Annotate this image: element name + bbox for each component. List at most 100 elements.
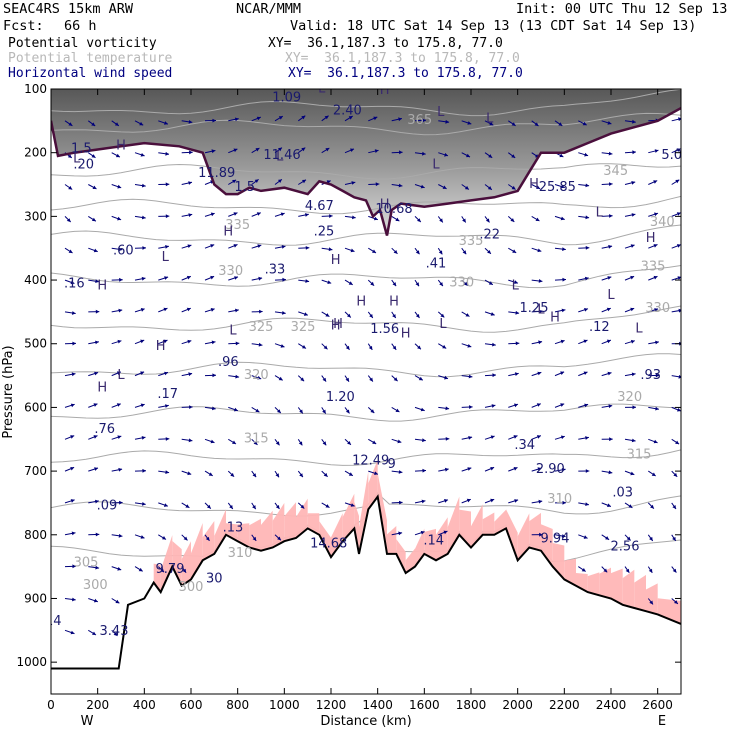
extremum-marker: H <box>401 326 411 341</box>
wind-arrowhead <box>444 375 448 380</box>
wind-arrowhead <box>162 536 166 540</box>
shaded-fill-patch <box>436 517 448 561</box>
wind-arrowhead <box>675 440 680 445</box>
wind-arrowhead <box>585 183 590 188</box>
wind-arrowhead <box>651 472 656 476</box>
theta-contour <box>51 195 681 215</box>
contour-value-label: .96 <box>218 355 239 370</box>
wind-arrowhead <box>235 308 239 313</box>
wind-arrowhead <box>211 149 216 154</box>
wind-arrowhead <box>510 218 515 222</box>
wind-arrowhead <box>583 535 588 539</box>
wind-arrowhead <box>212 373 216 378</box>
wind-arrowhead <box>119 500 123 505</box>
wind-arrowhead <box>165 151 169 156</box>
theta-label: 345 <box>603 164 628 179</box>
wind-arrowhead <box>536 435 541 439</box>
shaded-fill-patch <box>541 524 553 567</box>
wind-arrowhead <box>118 308 123 313</box>
wind-arrowhead <box>93 248 98 253</box>
wind-arrowhead <box>536 403 541 407</box>
contour-value-label: .03 <box>612 486 633 501</box>
contour-value-label: 2.40 <box>333 104 362 119</box>
wind-arrowhead <box>275 473 279 478</box>
theta-label: 310 <box>228 546 253 561</box>
forecast-hours: 66 h <box>64 18 97 34</box>
theta-label: 340 <box>650 215 675 230</box>
wind-arrowhead <box>438 250 443 255</box>
contour-value-label: 2.90 <box>536 462 565 477</box>
wind-arrowhead <box>257 244 262 248</box>
wind-arrowhead <box>442 344 447 349</box>
wind-arrowhead <box>116 403 121 407</box>
wind-vectors-layer <box>64 115 681 637</box>
theta-label: 320 <box>617 390 642 405</box>
wind-arrowhead <box>258 276 263 281</box>
wind-arrowhead <box>140 339 145 344</box>
theta-label: 330 <box>218 264 243 279</box>
shaded-fill-patch <box>160 535 173 593</box>
wind-arrowhead <box>280 344 285 348</box>
shaded-fill-patch <box>319 521 331 558</box>
wind-arrowhead <box>606 339 611 344</box>
wind-arrowhead <box>117 339 122 344</box>
wind-arrowhead <box>375 182 380 187</box>
shaded-fill-patch <box>517 513 530 561</box>
wind-arrowhead <box>352 215 356 220</box>
wind-arrowhead <box>560 435 565 440</box>
wind-arrowhead <box>469 405 473 409</box>
wind-arrowhead <box>299 409 303 414</box>
extremum-marker: L <box>537 303 545 318</box>
wind-arrowhead <box>490 435 495 439</box>
theta-contour <box>51 163 681 180</box>
wind-arrowhead <box>607 371 612 376</box>
wind-arrowhead <box>464 185 469 190</box>
wind-arrowhead <box>183 536 188 541</box>
wind-arrowhead <box>207 504 211 509</box>
shaded-fill-patch <box>657 598 681 624</box>
wind-arrowhead <box>282 311 286 315</box>
wind-arrowhead <box>374 149 379 153</box>
wind-arrowhead <box>234 117 239 122</box>
y-tick-label: 500 <box>24 337 47 351</box>
wind-arrowhead <box>252 473 257 478</box>
wind-arrowhead <box>210 308 215 312</box>
wind-arrowhead <box>188 120 193 124</box>
wind-arrowhead <box>233 148 238 153</box>
x-tick-label: 2400 <box>596 698 627 712</box>
wind-arrowhead <box>301 147 306 152</box>
extremum-marker: L <box>439 317 447 332</box>
wind-arrowhead <box>625 568 630 573</box>
wind-arrowhead <box>648 568 653 573</box>
wind-arrowhead <box>324 115 329 120</box>
wind-arrowhead <box>302 345 306 349</box>
wind-arrowhead <box>606 307 611 312</box>
shaded-fill-patch <box>331 513 343 558</box>
contour-value-label: 25.85 <box>539 180 576 195</box>
wind-arrowhead <box>142 246 146 250</box>
wind-arrowhead <box>678 117 681 122</box>
wind-arrowhead <box>278 376 283 381</box>
extremum-marker: H <box>331 319 341 334</box>
wind-arrowhead <box>631 213 636 217</box>
wind-arrowhead <box>605 536 610 540</box>
wind-arrowhead <box>256 212 261 216</box>
wind-arrowhead <box>95 565 100 570</box>
wind-arrowhead <box>71 531 76 536</box>
theta-label: 315 <box>244 431 269 446</box>
shaded-fill-patch <box>249 518 261 551</box>
wind-arrowhead <box>398 117 402 122</box>
contour-value-label: .12 <box>589 320 610 335</box>
shaded-fill-patch <box>396 539 406 573</box>
wind-arrowhead <box>677 407 681 412</box>
contour-value-label: .33 <box>265 263 286 278</box>
wind-arrowhead <box>163 307 168 312</box>
wind-arrowhead <box>94 467 98 471</box>
wind-arrowhead <box>70 630 75 635</box>
wind-arrowhead <box>258 342 263 347</box>
wind-arrowhead <box>608 151 613 156</box>
wind-arrowhead <box>164 276 169 280</box>
theta-label: 335 <box>225 218 250 233</box>
wind-arrowhead <box>462 250 467 255</box>
wind-arrowhead <box>466 498 471 503</box>
